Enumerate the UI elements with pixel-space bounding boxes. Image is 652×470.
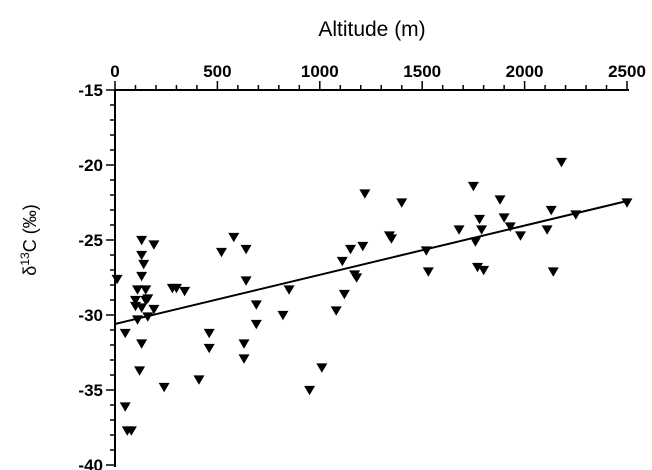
data-point <box>138 259 150 270</box>
data-point <box>422 267 434 277</box>
data-point <box>111 274 123 285</box>
data-point <box>142 312 154 322</box>
data-point <box>351 273 363 283</box>
x-axis-title: Altitude (m) <box>318 18 425 41</box>
y-tick-label: -30 <box>78 306 103 325</box>
data-point <box>148 304 160 315</box>
x-tick-label: 0 <box>110 62 119 81</box>
data-point <box>238 339 250 349</box>
data-point <box>385 234 397 244</box>
data-point <box>136 250 148 261</box>
data-point <box>345 244 357 255</box>
x-axis: 0 500 1000 1500 2000 2500 <box>110 62 646 91</box>
data-point <box>555 157 567 168</box>
data-point <box>158 382 170 393</box>
data-point <box>570 210 582 220</box>
x-tick-label: 2500 <box>608 62 646 81</box>
data-point <box>170 283 182 294</box>
data-point <box>228 232 240 243</box>
data-point <box>277 310 289 321</box>
data-point <box>420 246 432 256</box>
data-point <box>142 294 154 304</box>
y-tick-label: -25 <box>78 231 103 250</box>
x-tick-label: 500 <box>203 62 231 81</box>
data-point <box>134 366 146 376</box>
data-point <box>547 267 559 277</box>
regression-line-group <box>114 200 628 325</box>
data-point <box>203 343 215 354</box>
data-point <box>136 339 148 349</box>
data-point <box>179 286 191 297</box>
data-point <box>330 306 342 316</box>
data-point <box>453 225 465 235</box>
data-point <box>215 247 227 258</box>
data-point <box>140 285 152 295</box>
x-tick-label: 1000 <box>301 62 339 81</box>
data-point <box>119 328 131 339</box>
data-point <box>476 225 488 235</box>
y-tick-label: -40 <box>78 456 103 470</box>
data-point <box>338 289 350 300</box>
data-point <box>193 375 205 385</box>
data-point <box>203 328 215 339</box>
data-points <box>111 157 633 436</box>
data-point <box>541 225 553 235</box>
data-point <box>621 198 633 208</box>
y-axis-title-superscript: 13 <box>18 252 32 266</box>
data-point <box>396 198 408 208</box>
data-point <box>545 205 557 216</box>
data-point <box>504 222 516 232</box>
data-point <box>132 315 144 325</box>
data-point <box>132 285 144 295</box>
x-tick-label: 1500 <box>403 62 441 81</box>
data-point <box>119 402 131 412</box>
data-point <box>515 231 527 241</box>
data-point <box>359 189 371 199</box>
data-point <box>336 256 348 267</box>
data-point <box>471 262 483 273</box>
x-tick-label: 2000 <box>506 62 544 81</box>
y-tick-label: -15 <box>78 81 103 100</box>
regression-line <box>114 200 628 325</box>
data-point <box>357 241 369 252</box>
y-axis: -15 -20 -25 -30 -35 -40 <box>78 81 116 470</box>
data-point <box>494 195 506 205</box>
y-axis-title: δ13C (‰) <box>18 204 40 275</box>
y-tick-label: -35 <box>78 381 103 400</box>
data-point <box>240 276 252 286</box>
data-point <box>250 319 262 330</box>
data-point <box>467 181 479 192</box>
data-point <box>469 237 481 247</box>
data-point <box>125 426 137 436</box>
data-point <box>304 385 316 396</box>
data-point <box>129 295 141 306</box>
y-tick-label: -20 <box>78 156 103 175</box>
data-point <box>474 214 486 225</box>
data-point <box>136 271 148 282</box>
data-point <box>136 303 148 313</box>
data-point <box>148 240 160 250</box>
data-point <box>238 354 250 364</box>
data-point <box>283 285 295 295</box>
y-axis-title-delta: δ <box>20 266 40 276</box>
data-point <box>498 213 510 223</box>
data-point <box>478 265 490 276</box>
data-point <box>250 300 262 310</box>
data-point <box>316 363 328 373</box>
data-point <box>136 235 148 246</box>
data-point <box>240 244 252 255</box>
y-axis-title-rest: C (‰) <box>20 204 40 252</box>
